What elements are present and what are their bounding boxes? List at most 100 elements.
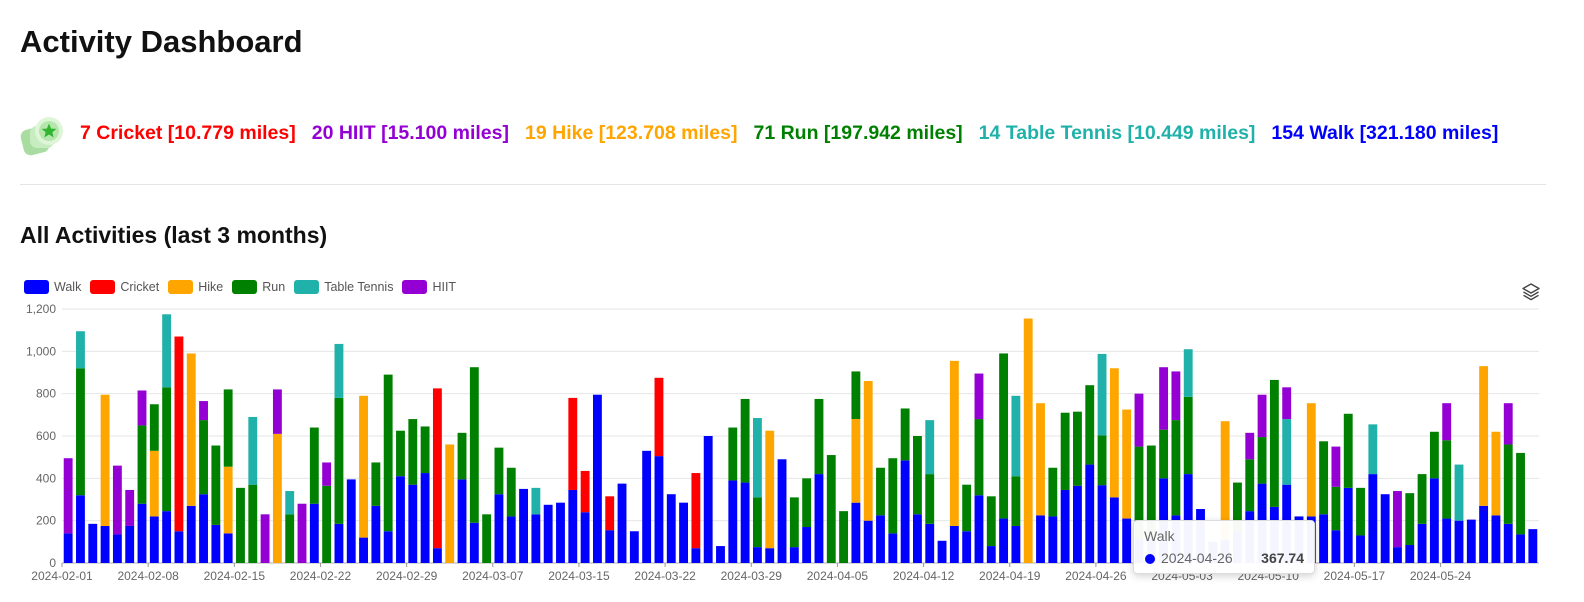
bar-walk: [716, 546, 725, 563]
bar-run: [888, 458, 898, 534]
bar-walk: [752, 547, 762, 563]
bar-table-tennis: [285, 491, 295, 515]
bar-walk: [876, 515, 885, 563]
bar-cricket: [432, 388, 442, 549]
bar-run: [1134, 446, 1144, 539]
bar-hike: [1109, 368, 1119, 498]
bar-walk: [666, 494, 676, 563]
bar-walk: [1048, 516, 1058, 563]
chart-legend: Walk Cricket Hike Run Table Tennis HIIT: [24, 280, 456, 294]
bar-run: [482, 514, 492, 563]
bar-hiit: [297, 503, 307, 563]
divider: [20, 184, 1546, 185]
bar-walk: [654, 456, 664, 563]
legend-swatch-hiit: [402, 280, 428, 294]
bar-walk: [1097, 485, 1107, 563]
bar-run: [814, 398, 824, 475]
bar-walk: [199, 494, 208, 563]
bar-walk: [1122, 518, 1132, 563]
bar-table-tennis: [925, 420, 935, 475]
bar-walk: [309, 503, 319, 563]
y-tick-label: 400: [36, 471, 56, 485]
layers-icon[interactable]: [1521, 282, 1541, 302]
bar-run: [802, 478, 812, 528]
bar-walk: [777, 459, 787, 563]
bar-hike: [223, 466, 233, 534]
tooltip-value: 367.74: [1261, 550, 1304, 566]
bar-run: [1429, 431, 1439, 479]
bar-cricket: [605, 496, 615, 531]
bar-hiit: [1171, 371, 1181, 421]
bar-table-tennis: [1282, 419, 1292, 485]
activity-logo-icon: [20, 117, 63, 156]
bar-hiit: [272, 389, 282, 434]
bar-cricket: [174, 336, 184, 532]
legend-item-table-tennis[interactable]: Table Tennis: [294, 280, 393, 294]
bar-hiit: [1159, 367, 1169, 430]
bar-walk: [469, 522, 479, 563]
legend-item-run[interactable]: Run: [232, 280, 285, 294]
x-tick-label: 2024-02-15: [204, 569, 266, 583]
bar-walk: [814, 474, 824, 563]
bar-run: [1417, 474, 1427, 524]
bar-walk: [1442, 518, 1452, 563]
legend-item-hiit[interactable]: HIIT: [402, 280, 456, 294]
bar-walk: [592, 394, 602, 563]
legend-label-run: Run: [262, 280, 286, 294]
bar-walk: [863, 520, 873, 563]
bar-hiit: [1257, 394, 1267, 438]
bar-walk: [457, 479, 467, 563]
bar-run: [1097, 435, 1107, 486]
legend-label-hiit: HIIT: [432, 280, 457, 294]
legend-item-hike[interactable]: Hike: [168, 280, 223, 294]
bar-hike: [1306, 403, 1316, 517]
bar-run: [728, 427, 738, 481]
bar-walk: [605, 530, 615, 563]
bar-table-tennis: [1368, 424, 1378, 475]
bar-hiit: [63, 458, 73, 534]
bar-run: [1146, 445, 1156, 538]
bar-walk: [1011, 525, 1021, 563]
bar-walk: [789, 547, 799, 563]
legend-item-cricket[interactable]: Cricket: [90, 280, 159, 294]
bar-walk: [76, 495, 85, 563]
bar-cricket: [580, 470, 590, 513]
bar-run: [1011, 476, 1021, 526]
bar-run: [1356, 487, 1365, 536]
bar-hiit: [974, 373, 984, 420]
x-tick-label: 2024-03-22: [634, 569, 696, 583]
bar-table-tennis: [1183, 349, 1193, 397]
bar-walk: [765, 548, 775, 563]
bar-walk: [642, 450, 652, 563]
legend-item-walk[interactable]: Walk: [24, 280, 81, 294]
bar-walk: [1036, 515, 1045, 563]
x-tick-label: 2024-04-19: [979, 569, 1041, 583]
page-title: Activity Dashboard: [20, 24, 303, 59]
y-tick-label: 0: [49, 556, 56, 570]
bar-table-tennis: [248, 416, 258, 485]
bar-walk: [1368, 474, 1378, 563]
x-tick-label: 2024-04-26: [1065, 569, 1127, 583]
bar-walk: [1503, 523, 1513, 563]
bar-walk: [1454, 520, 1464, 563]
legend-swatch-run: [232, 280, 258, 294]
bar-run: [236, 487, 245, 563]
bar-hiit: [1134, 393, 1144, 447]
bar-walk: [1109, 497, 1119, 563]
bar-hike: [445, 444, 455, 563]
bar-cricket: [654, 377, 664, 457]
bar-walk: [1380, 494, 1390, 563]
bar-walk: [851, 502, 861, 563]
bar-run: [420, 426, 430, 474]
bar-walk: [986, 546, 996, 563]
bar-hiit: [1503, 403, 1513, 445]
bar-walk: [556, 502, 565, 563]
bar-walk: [100, 525, 110, 563]
bar-walk: [112, 534, 122, 563]
bar-hike: [272, 433, 282, 563]
summary-cricket: 7 Cricket [10.779 miles]: [80, 122, 296, 144]
bar-walk: [88, 523, 98, 563]
bar-walk: [888, 533, 898, 563]
bar-run: [851, 371, 861, 420]
